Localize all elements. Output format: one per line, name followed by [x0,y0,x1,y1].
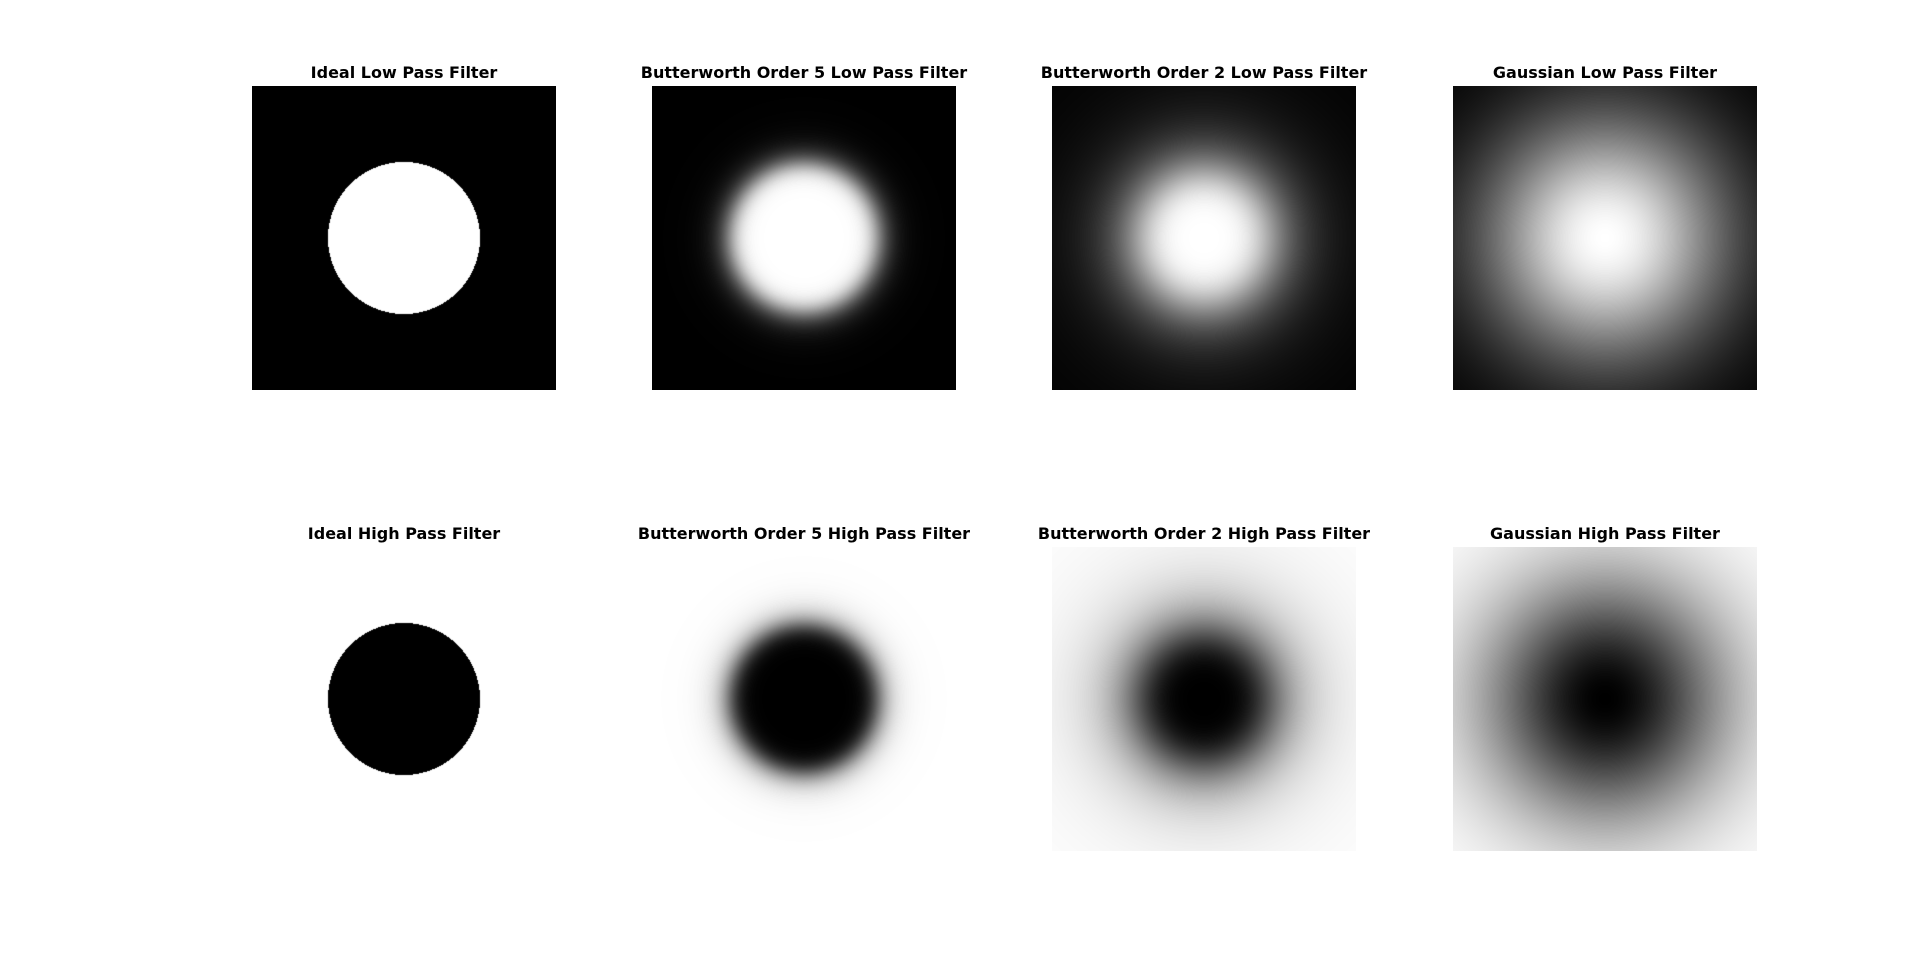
butterworth-5-high-pass-image [652,547,956,851]
panel-title: Gaussian High Pass Filter [1490,524,1720,543]
panel-title: Butterworth Order 2 High Pass Filter [1037,524,1371,543]
gaussian-low-pass-image [1453,86,1757,390]
butterworth-2-high-pass-image [1052,547,1356,851]
panel-title: Gaussian Low Pass Filter [1492,63,1718,82]
butterworth-2-low-pass-image [1052,86,1356,390]
ideal-high-pass-image [252,547,556,851]
panel-title: Ideal High Pass Filter [307,524,501,543]
panel-title: Ideal Low Pass Filter [310,63,498,82]
panel-title: Butterworth Order 5 Low Pass Filter [640,63,968,82]
panel-title: Butterworth Order 2 Low Pass Filter [1040,63,1368,82]
gaussian-high-pass-image [1453,547,1757,851]
butterworth-5-low-pass-image [652,86,956,390]
ideal-low-pass-image [252,86,556,390]
panel-title: Butterworth Order 5 High Pass Filter [637,524,971,543]
